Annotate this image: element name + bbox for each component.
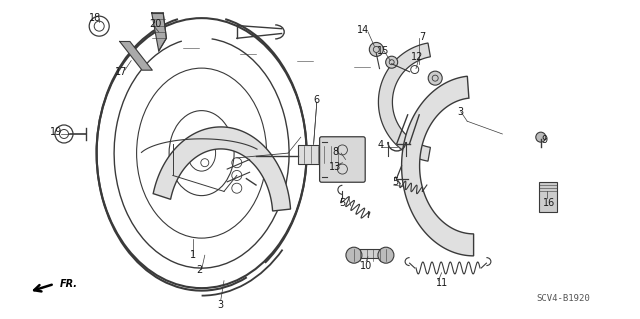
Text: 18: 18: [88, 12, 101, 23]
Circle shape: [346, 247, 362, 263]
Text: 5: 5: [339, 197, 346, 208]
Circle shape: [369, 42, 383, 56]
Bar: [298, 145, 342, 164]
Circle shape: [428, 71, 442, 85]
FancyBboxPatch shape: [319, 137, 365, 182]
Text: 10: 10: [360, 261, 372, 271]
Circle shape: [386, 56, 397, 68]
Text: 17: 17: [115, 67, 128, 77]
Text: 13: 13: [328, 162, 341, 173]
Ellipse shape: [337, 144, 348, 166]
Circle shape: [378, 247, 394, 263]
Text: 9: 9: [541, 135, 547, 145]
Polygon shape: [402, 76, 474, 256]
Bar: [354, 249, 386, 258]
Bar: [539, 182, 557, 212]
Text: 11: 11: [435, 278, 448, 288]
Text: 7: 7: [419, 32, 426, 42]
Text: 5: 5: [392, 177, 398, 188]
Text: 6: 6: [314, 95, 320, 106]
Text: 3: 3: [218, 300, 224, 310]
Text: 4: 4: [378, 140, 384, 150]
Text: 12: 12: [411, 52, 424, 63]
Text: 20: 20: [149, 19, 162, 29]
Polygon shape: [120, 41, 152, 70]
Polygon shape: [152, 13, 166, 51]
Text: 3: 3: [458, 107, 464, 117]
Text: 19: 19: [50, 127, 63, 137]
Text: 16: 16: [543, 197, 556, 208]
Text: 1: 1: [190, 250, 196, 260]
Polygon shape: [153, 127, 291, 211]
Circle shape: [536, 132, 546, 142]
Text: 14: 14: [357, 25, 370, 35]
Text: 15: 15: [376, 46, 389, 56]
Text: 8: 8: [332, 146, 339, 157]
Text: 2: 2: [196, 264, 203, 275]
Text: FR.: FR.: [60, 279, 77, 289]
Polygon shape: [378, 43, 431, 161]
Text: SCV4-B1920: SCV4-B1920: [536, 294, 590, 303]
